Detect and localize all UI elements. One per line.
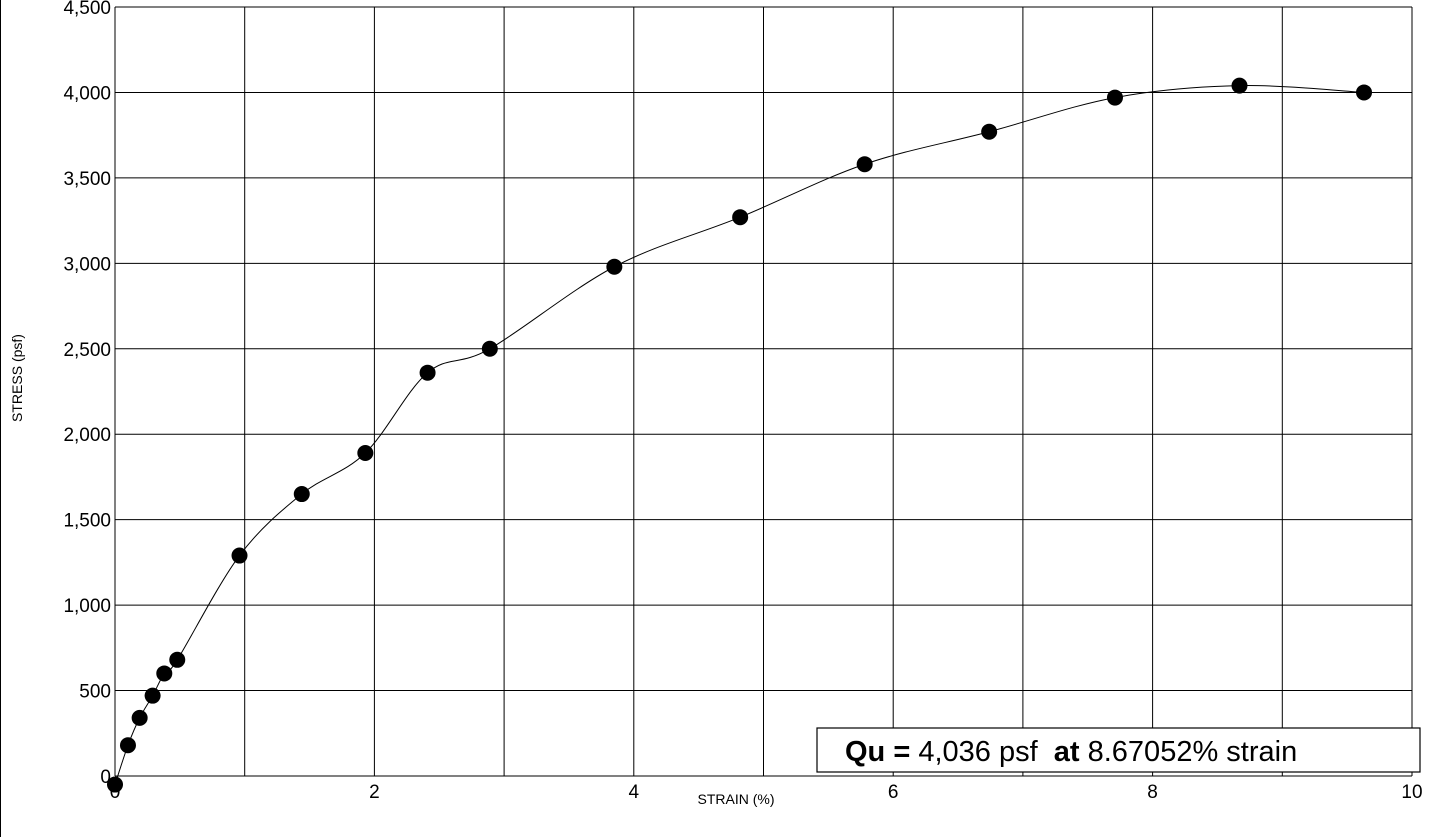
data-point [119, 737, 136, 754]
data-point [1231, 77, 1248, 94]
qu-annotation: Qu = 4,036 psf at 8.67052% strain [845, 736, 1297, 768]
y-tick-label: 2,000 [63, 425, 111, 446]
x-axis-title: STRAIN (%) [698, 791, 775, 807]
y-tick-label: 4,500 [63, 0, 111, 19]
x-tick-label: 10 [1401, 782, 1422, 803]
data-point [293, 486, 310, 503]
x-tick-label: 2 [369, 782, 380, 803]
y-tick-label: 3,000 [63, 254, 111, 275]
y-tick-label: 500 [79, 682, 111, 703]
data-point [357, 445, 374, 462]
qu-strain-value: 8.67052% strain [1080, 736, 1298, 768]
tick-labels: 0 2 4 6 8 10 0 500 1,000 1,500 2,000 2,500 3,000 3,50… [63, 0, 1422, 803]
data-point [606, 258, 623, 275]
data-point [856, 156, 873, 173]
data-point [144, 687, 161, 704]
data-points [107, 77, 1373, 793]
qu-value: 4,036 psf [910, 736, 1054, 768]
data-point [1106, 89, 1123, 106]
grid [114, 6, 1413, 777]
y-tick-label: 1,000 [63, 596, 111, 617]
data-point [419, 364, 436, 381]
qu-annotation-box: Qu = 4,036 psf at 8.67052% strain [816, 727, 1421, 773]
fit-curve [114, 85, 1365, 785]
y-axis-title: STRESS (psf) [9, 334, 25, 422]
data-point [107, 776, 123, 793]
qu-annotation-frame [816, 727, 1421, 773]
data-point [1356, 84, 1373, 101]
y-tick-label: 2,500 [63, 340, 111, 361]
x-tick-label: 8 [1147, 782, 1158, 803]
y-tick-label: 0 [100, 767, 111, 788]
data-point [156, 665, 173, 682]
data-point [481, 340, 498, 357]
x-tick-label: 0 [110, 782, 121, 803]
data-point [131, 709, 148, 726]
y-tick-label: 4,000 [63, 83, 111, 104]
y-tick-label: 1,500 [63, 511, 111, 532]
stress-strain-curve [114, 85, 1365, 785]
data-point [732, 209, 749, 226]
data-point [169, 651, 186, 668]
data-point [231, 547, 248, 564]
data-point [981, 123, 998, 140]
y-tick-label: 3,500 [63, 169, 111, 190]
qu-label: Qu = [845, 736, 910, 768]
x-tick-label: 6 [888, 782, 899, 803]
x-tick-label: 4 [629, 782, 640, 803]
qu-at-label: at [1054, 736, 1080, 768]
